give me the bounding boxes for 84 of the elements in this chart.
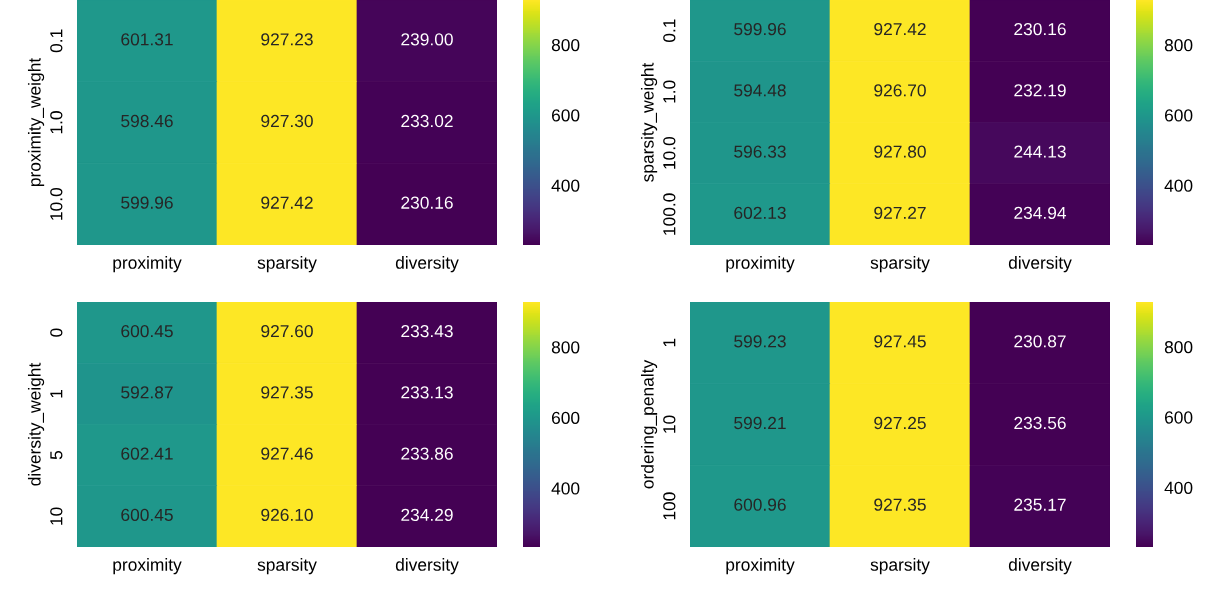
color-bar-label: 600 — [551, 109, 580, 122]
y-axis-title: ordering_penalty — [640, 359, 658, 489]
y-axis-title: proximity_weight — [27, 57, 45, 187]
data-label: 927.42 — [261, 196, 313, 209]
data-label: 927.23 — [261, 33, 313, 46]
data-label: 233.56 — [1014, 416, 1066, 430]
x-tick-label: sparsity — [870, 256, 930, 273]
data-label: 230.16 — [1014, 22, 1066, 36]
data-label: 594.48 — [734, 84, 786, 97]
data-label: 927.27 — [874, 206, 926, 220]
x-tick-label: sparsity — [870, 558, 930, 575]
x-tick-label: diversity — [395, 256, 459, 273]
y-tick-label: 10 — [50, 507, 63, 525]
data-label: 233.43 — [401, 324, 453, 338]
data-label: 600.45 — [121, 324, 173, 338]
color-bar-label: 600 — [1164, 109, 1193, 122]
data-label: 602.13 — [734, 206, 786, 220]
data-label: 234.94 — [1014, 206, 1067, 220]
color-bar-label: 800 — [551, 341, 580, 354]
data-label: 233.86 — [401, 447, 453, 460]
y-tick-label: 100 — [663, 492, 676, 520]
data-label: 599.96 — [734, 22, 786, 36]
color-bar-label: 800 — [1164, 39, 1193, 52]
data-label: 598.46 — [121, 114, 173, 128]
y-tick-label: 100.0 — [663, 193, 676, 235]
x-tick-label: sparsity — [257, 558, 317, 575]
x-tick-label: proximity — [726, 558, 795, 575]
color-bar-label: 800 — [1164, 340, 1193, 354]
color-bar-label: 600 — [1164, 411, 1193, 424]
data-label: 602.41 — [121, 447, 173, 460]
y-tick-label: 0.1 — [663, 19, 676, 43]
y-tick-label: 1 — [663, 338, 676, 347]
data-label: 244.13 — [1014, 145, 1066, 158]
data-label: 927.80 — [874, 145, 926, 158]
y-tick-label: 1.0 — [663, 80, 676, 103]
y-tick-label: 5 — [50, 451, 63, 460]
x-tick-label: sparsity — [257, 256, 317, 273]
data-label: 233.02 — [401, 114, 453, 128]
y-tick-label: 10.0 — [663, 136, 676, 169]
x-tick-label: diversity — [1008, 256, 1072, 273]
data-label: 927.25 — [874, 416, 926, 430]
color-bar-label: 400 — [1164, 481, 1193, 494]
x-tick-label: proximity — [726, 256, 795, 273]
x-tick-label: diversity — [395, 558, 459, 575]
data-label: 600.45 — [121, 508, 173, 522]
data-label: 927.35 — [261, 386, 313, 399]
data-label: 599.21 — [734, 416, 786, 430]
x-tick-label: proximity — [113, 558, 182, 575]
data-label: 592.87 — [121, 386, 173, 399]
data-label: 235.17 — [1014, 498, 1066, 511]
color-bar-label: 400 — [1164, 179, 1193, 192]
y-tick-label: 0.1 — [50, 29, 63, 53]
data-label: 927.42 — [874, 22, 926, 36]
data-label: 599.23 — [734, 335, 786, 348]
data-label: 926.10 — [261, 508, 313, 522]
data-label: 239.00 — [401, 33, 453, 46]
color-bar-label: 400 — [551, 482, 580, 495]
y-tick-label: 10.0 — [50, 187, 63, 220]
data-label: 927.30 — [261, 114, 313, 128]
data-label: 234.29 — [401, 508, 453, 522]
data-label: 600.96 — [734, 498, 786, 511]
data-label: 599.96 — [121, 196, 173, 209]
data-label: 927.45 — [874, 335, 926, 348]
x-tick-label: diversity — [1008, 558, 1072, 575]
data-label: 927.60 — [261, 324, 313, 338]
data-label: 926.70 — [874, 84, 926, 97]
color-bar-label: 800 — [551, 38, 580, 52]
data-label: 230.16 — [401, 196, 453, 209]
data-label: 232.19 — [1014, 84, 1066, 97]
y-tick-label: 10 — [663, 415, 676, 433]
y-axis-title: sparsity_weight — [640, 62, 658, 182]
x-tick-label: proximity — [113, 256, 182, 273]
data-label: 927.35 — [874, 498, 926, 511]
y-tick-label: 0 — [50, 328, 63, 337]
color-bar-label: 400 — [551, 179, 580, 192]
data-label: 601.31 — [121, 33, 173, 46]
data-label: 596.33 — [734, 145, 786, 158]
color-bar-label: 600 — [551, 411, 580, 425]
data-label: 230.87 — [1014, 335, 1066, 348]
y-axis-title: diversity_weight — [27, 362, 45, 486]
y-tick-label: 1.0 — [50, 111, 63, 134]
y-tick-label: 1 — [50, 389, 63, 398]
data-label: 927.46 — [261, 447, 313, 460]
data-label: 233.13 — [401, 386, 453, 399]
